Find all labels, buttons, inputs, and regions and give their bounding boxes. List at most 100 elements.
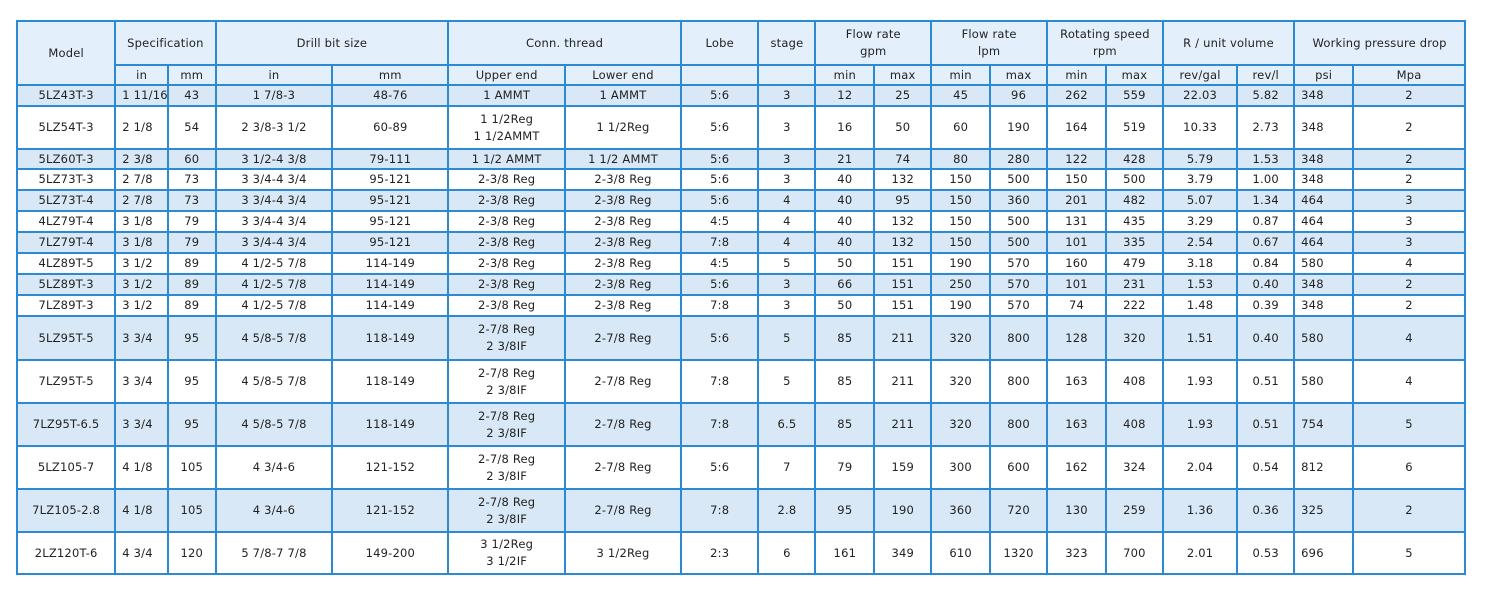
rpm-max-cell: 408 (1104, 359, 1164, 404)
psi-cell: 580 (1293, 252, 1355, 275)
gpm-min-cell: 95 (814, 488, 876, 533)
lower-end-cell: 2-3/8 Reg (564, 231, 682, 254)
gpm-min-cell: 21 (814, 148, 876, 170)
lpm-max-cell: 800 (989, 402, 1049, 447)
lpm-min-cell: 190 (930, 294, 992, 317)
rpm-min-cell: 164 (1046, 105, 1107, 150)
stage-cell: 2.8 (757, 488, 817, 533)
upper-end-cell: 2-3/8 Reg (447, 252, 567, 275)
gpm-min-cell: 79 (814, 445, 876, 490)
bit-in-cell: 4 5/8-5 7/8 (214, 315, 334, 361)
rpm-max-cell: 559 (1104, 84, 1164, 107)
table-row: 7LZ89T-3 3 1/2 89 4 1/2-5 7/8 114-149 2-3/8 R… (15, 294, 1466, 317)
rev-l-cell: 0.51 (1236, 402, 1296, 447)
header-rotating-speed: Rotating speed rpm (1046, 20, 1164, 66)
upper-end-cell: 2-3/8 Reg (447, 231, 567, 254)
psi-cell: 464 (1293, 231, 1355, 254)
lower-end-cell: 3 1/2Reg (564, 531, 682, 575)
gpm-max-cell: 151 (873, 273, 933, 296)
rev-gal-cell: 2.04 (1161, 445, 1239, 490)
header-specification: Specification (114, 20, 217, 66)
sub-rev-gal: rev/gal (1161, 64, 1239, 86)
model-cell: 5LZ105-7 (15, 445, 117, 490)
upper-end-line: 2-3/8 Reg (478, 277, 536, 291)
lower-end-cell: 1 1/2Reg (564, 105, 682, 150)
model-cell: 2LZ120T-6 (15, 531, 117, 575)
spec-mm-cell: 73 (166, 189, 217, 212)
lpm-min-cell: 150 (930, 210, 992, 233)
bit-mm-cell: 118-149 (331, 315, 450, 361)
spec-in-cell: 3 3/4 (114, 402, 169, 447)
psi-cell: 696 (1293, 531, 1355, 575)
upper-end-cell: 2-7/8 Reg 2 3/8IF (447, 402, 567, 447)
spec-in-cell: 3 1/2 (114, 294, 169, 317)
mpa-cell: 6 (1352, 445, 1466, 490)
model-cell: 5LZ73T-4 (15, 189, 117, 212)
gpm-max-cell: 349 (873, 531, 933, 575)
rev-l-cell: 0.40 (1236, 315, 1296, 361)
spec-in-cell: 4 1/8 (114, 445, 169, 490)
rpm-min-cell: 160 (1046, 252, 1107, 275)
bit-mm-cell: 118-149 (331, 359, 450, 404)
lpm-max-cell: 190 (989, 105, 1049, 150)
rev-l-cell: 0.67 (1236, 231, 1296, 254)
rpm-max-cell: 435 (1104, 210, 1164, 233)
table-row: 2LZ120T-6 4 3/4 120 5 7/8-7 7/8 149-200 3 1/2… (15, 531, 1466, 575)
upper-end-line: 2 3/8IF (486, 382, 528, 397)
bit-in-cell: 4 1/2-5 7/8 (214, 273, 334, 296)
lpm-min-cell: 320 (930, 402, 992, 447)
rev-gal-cell: 2.01 (1161, 531, 1239, 575)
sub-stage-blank (757, 64, 817, 86)
rev-l-cell: 0.51 (1236, 359, 1296, 404)
rev-gal-cell: 10.33 (1161, 105, 1239, 150)
rev-l-cell: 0.87 (1236, 210, 1296, 233)
mpa-cell: 3 (1352, 210, 1466, 233)
lpm-max-cell: 570 (989, 294, 1049, 317)
model-cell: 5LZ43T-3 (15, 84, 117, 107)
rev-l-cell: 2.73 (1236, 105, 1296, 150)
bit-in-cell: 3 3/4-4 3/4 (214, 168, 334, 191)
sub-spec-mm: mm (166, 64, 217, 86)
lpm-max-cell: 720 (989, 488, 1049, 533)
upper-end-line: 2 3/8IF (486, 468, 528, 483)
upper-end-line: 1 1/2 AMMT (471, 151, 542, 166)
spec-in-cell: 3 1/8 (114, 231, 169, 254)
gpm-max-cell: 132 (873, 231, 933, 254)
gpm-max-cell: 151 (873, 252, 933, 275)
lobe-cell: 4:5 (679, 210, 760, 233)
gpm-min-cell: 40 (814, 210, 876, 233)
bit-mm-cell: 95-121 (331, 189, 450, 212)
rpm-max-cell: 700 (1104, 531, 1164, 575)
mpa-cell: 2 (1352, 488, 1466, 533)
stage-cell: 4 (757, 189, 817, 212)
bit-in-cell: 5 7/8-7 7/8 (214, 531, 334, 575)
lpm-max-cell: 360 (989, 189, 1049, 212)
lobe-cell: 5:6 (679, 105, 760, 150)
table-row: 4LZ79T-4 3 1/8 79 3 3/4-4 3/4 95-121 2-3/8 Re… (15, 210, 1466, 233)
spec-in-cell: 4 1/8 (114, 488, 169, 533)
rpm-max-cell: 231 (1104, 273, 1164, 296)
lpm-min-cell: 80 (930, 148, 992, 170)
sub-lpm-min: min (930, 64, 992, 86)
spec-mm-cell: 79 (166, 231, 217, 254)
sub-bit-in: in (214, 64, 334, 86)
gpm-max-cell: 190 (873, 488, 933, 533)
specification-table-container: Model Specification Drill bit size Conn.… (15, 20, 1466, 575)
rpm-min-cell: 101 (1046, 231, 1107, 254)
upper-end-line: 2 3/8IF (486, 425, 528, 440)
rev-l-cell: 1.34 (1236, 189, 1296, 212)
spec-in-cell: 2 1/8 (114, 105, 169, 150)
bit-mm-cell: 95-121 (331, 210, 450, 233)
spec-in-cell: 3 3/4 (114, 359, 169, 404)
lower-end-cell: 2-7/8 Reg (564, 445, 682, 490)
psi-cell: 325 (1293, 488, 1355, 533)
bit-mm-cell: 121-152 (331, 445, 450, 490)
spec-mm-cell: 89 (166, 252, 217, 275)
header-stage: stage (757, 20, 817, 66)
rpm-min-cell: 128 (1046, 315, 1107, 361)
rpm-min-cell: 150 (1046, 168, 1107, 191)
header-flow-lpm-line2: lpm (977, 44, 1001, 58)
upper-end-cell: 1 AMMT (447, 84, 567, 107)
lobe-cell: 5:6 (679, 168, 760, 191)
upper-end-line: 2-7/8 Reg (478, 408, 536, 423)
